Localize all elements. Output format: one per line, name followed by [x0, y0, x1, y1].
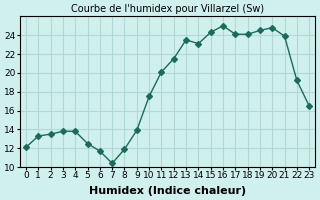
Title: Courbe de l'humidex pour Villarzel (Sw): Courbe de l'humidex pour Villarzel (Sw): [71, 4, 264, 14]
X-axis label: Humidex (Indice chaleur): Humidex (Indice chaleur): [89, 186, 246, 196]
